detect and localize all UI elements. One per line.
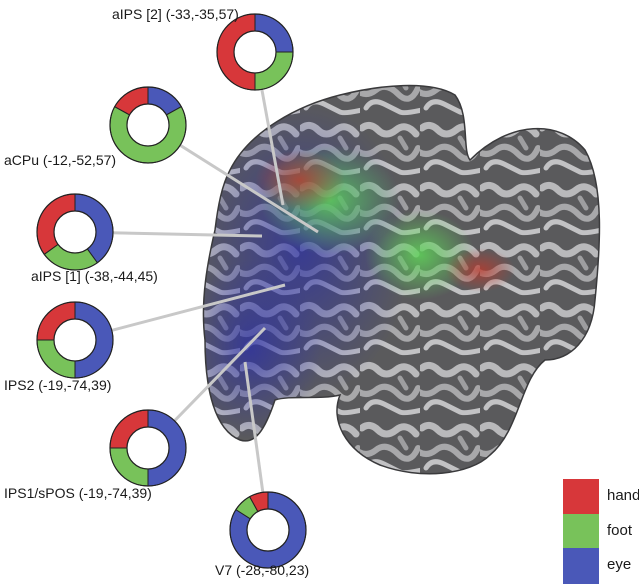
donut-outline-acpu	[109, 86, 187, 164]
donut-aips2	[216, 13, 294, 91]
region-label-v7: V7 (-28,-80,23)	[215, 562, 310, 578]
region-label-aips2: aIPS [2] (-33,-35,57)	[112, 6, 239, 22]
donut-hole-ips2	[53, 318, 97, 362]
donut-charts	[36, 13, 307, 569]
donut-v7	[229, 491, 307, 569]
donut-hole-aips1	[53, 210, 97, 254]
legend-swatch-foot	[563, 514, 599, 550]
donut-aips1	[36, 193, 114, 271]
donut-hole-acpu	[126, 103, 170, 147]
donut-hole-aips2	[233, 30, 277, 74]
legend-label-hand: hand	[607, 487, 639, 504]
legend-swatch-eye	[563, 548, 599, 584]
legend-swatch-hand	[563, 479, 599, 515]
donut-outline-aips2	[216, 13, 294, 91]
region-label-aips1: aIPS [1] (-38,-44,45)	[31, 268, 158, 284]
brain-surface-image	[203, 85, 600, 474]
donut-acpu	[109, 86, 187, 164]
region-label-ips1spos: IPS1/sPOS (-19,-74,39)	[4, 485, 152, 501]
donut-outline-ips1spos	[109, 409, 187, 487]
donut-outline-aips1	[36, 193, 114, 271]
region-label-ips2: IPS2 (-19,-74,39)	[4, 377, 112, 393]
donut-ips2	[36, 301, 114, 379]
donut-outline-ips2	[36, 301, 114, 379]
legend-label-eye: eye	[607, 556, 632, 573]
donut-hole-ips1spos	[126, 426, 170, 470]
donut-hole-v7	[246, 508, 290, 552]
donut-outline-v7	[229, 491, 307, 569]
region-label-acpu: aCPu (-12,-52,57)	[4, 152, 117, 168]
legend-label-foot: foot	[607, 522, 633, 539]
donut-ips1spos	[109, 409, 187, 487]
